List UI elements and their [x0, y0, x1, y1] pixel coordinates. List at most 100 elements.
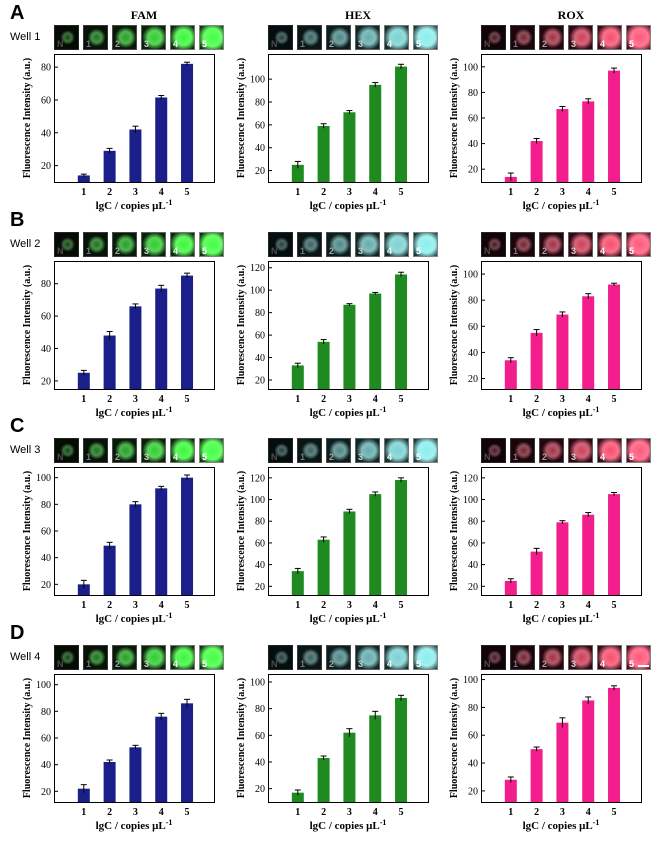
y-tick-label: 20 — [468, 582, 478, 593]
droplet-image: 3 — [141, 645, 166, 670]
y-tick-label: 40 — [255, 758, 265, 769]
bar — [103, 545, 116, 595]
y-tick-label: 20 — [468, 374, 478, 385]
x-tick-label: 2 — [534, 187, 539, 198]
droplet-image: 2 — [539, 232, 564, 257]
bar — [343, 304, 356, 389]
x-axis-label-text: lgC / copies μL — [96, 820, 166, 832]
bar — [317, 539, 330, 595]
x-tick-label: 4 — [586, 394, 591, 405]
bar — [608, 687, 621, 802]
x-axis-label: lgC / copies μL-1 — [96, 818, 173, 832]
plot-frame — [268, 467, 429, 596]
x-tick-label: 5 — [399, 807, 404, 818]
droplet-image: N — [268, 25, 293, 50]
droplet-label: 5 — [629, 246, 635, 256]
well-label: Well 2 — [10, 238, 41, 250]
droplet-image: 4 — [384, 25, 409, 50]
droplet-label: 2 — [542, 452, 548, 462]
droplet-image: 3 — [568, 25, 593, 50]
droplet-label: 4 — [173, 659, 179, 669]
bar — [530, 141, 543, 182]
y-tick-label: 60 — [468, 114, 478, 125]
panel-letter: B — [10, 209, 25, 231]
x-tick-label: 3 — [133, 600, 138, 611]
droplet-image: 1 — [510, 25, 535, 50]
y-tick-label: 80 — [468, 517, 478, 528]
droplet-label: 5 — [629, 39, 635, 49]
x-tick-label: 1 — [81, 187, 86, 198]
well-label: Well 1 — [10, 31, 41, 43]
y-tick-label: 100 — [250, 75, 265, 86]
droplet-image: 3 — [141, 232, 166, 257]
x-axis-label: lgC / copies μL-1 — [523, 198, 600, 212]
x-tick-label: 4 — [586, 807, 591, 818]
x-axis-label-text: lgC / copies μL — [310, 200, 380, 212]
y-tick-label: 40 — [468, 560, 478, 571]
droplet-label: N — [484, 452, 491, 462]
x-tick-label: 2 — [107, 187, 112, 198]
droplet-image: N — [54, 438, 79, 463]
droplet-label: 4 — [600, 659, 606, 669]
y-tick-label: 60 — [255, 731, 265, 742]
droplet-label: 1 — [86, 246, 92, 256]
bar-chart: 20 40 60 80 100 1 2 3 4 5 lgC / copies μL-1 Fluores… — [22, 674, 215, 832]
y-tick-label: 40 — [468, 139, 478, 150]
droplet-image: N — [54, 25, 79, 50]
x-tick-label: 2 — [321, 187, 326, 198]
x-tick-label: 4 — [159, 600, 164, 611]
droplet-image: N — [481, 232, 506, 257]
droplet-image: N — [481, 645, 506, 670]
droplet-image: 1 — [510, 645, 535, 670]
x-tick-label: 2 — [321, 807, 326, 818]
x-tick-label: 2 — [534, 600, 539, 611]
bar — [504, 360, 517, 389]
x-tick-label: 3 — [560, 807, 565, 818]
droplet-image: 3 — [355, 232, 380, 257]
droplet-image: 3 — [141, 25, 166, 50]
x-tick-label: 1 — [508, 600, 513, 611]
y-tick-label: 100 — [250, 286, 265, 297]
droplet-label: 5 — [416, 246, 422, 256]
bar — [608, 494, 621, 595]
droplet-image: N — [481, 438, 506, 463]
y-tick-label: 60 — [255, 538, 265, 549]
bar — [155, 288, 168, 389]
y-tick-label: 60 — [41, 527, 51, 538]
bar — [181, 275, 194, 389]
x-tick-label: 1 — [295, 394, 300, 405]
droplet-image: 3 — [355, 438, 380, 463]
y-tick-label: 80 — [468, 88, 478, 99]
y-tick-label: 100 — [463, 270, 478, 281]
x-axis-label-text: lgC / copies μL — [523, 613, 593, 625]
droplet-image: 1 — [510, 438, 535, 463]
y-tick-label: 100 — [463, 675, 478, 686]
droplet-label: N — [484, 39, 491, 49]
y-tick-label: 60 — [41, 95, 51, 106]
y-tick-label: 100 — [36, 473, 51, 484]
bar — [530, 332, 543, 389]
bar — [291, 365, 304, 389]
bar — [317, 126, 330, 182]
droplet-image: 5 — [626, 25, 651, 50]
x-tick-label: 4 — [586, 187, 591, 198]
x-tick-label: 1 — [81, 394, 86, 405]
droplet-label: 5 — [202, 452, 208, 462]
bar-chart: 20 40 60 80 100 1 2 3 4 5 lgC / copies μL-1 Fluores… — [236, 54, 429, 212]
x-tick-label: 4 — [373, 807, 378, 818]
channel-header: ROX — [557, 8, 585, 22]
droplet-label: 4 — [387, 246, 393, 256]
bar — [530, 749, 543, 802]
droplet-image: 5 — [413, 438, 438, 463]
droplet-image: 2 — [326, 645, 351, 670]
droplet-label: 2 — [329, 246, 335, 256]
x-tick-label: 1 — [508, 807, 513, 818]
x-tick-label: 1 — [81, 600, 86, 611]
bar — [530, 551, 543, 595]
x-axis-label-superscript: -1 — [380, 818, 387, 827]
x-axis-label-superscript: -1 — [166, 611, 173, 620]
droplet-label: N — [484, 246, 491, 256]
y-tick-label: 80 — [255, 704, 265, 715]
x-tick-label: 4 — [159, 187, 164, 198]
droplet-image: 5 — [626, 232, 651, 257]
